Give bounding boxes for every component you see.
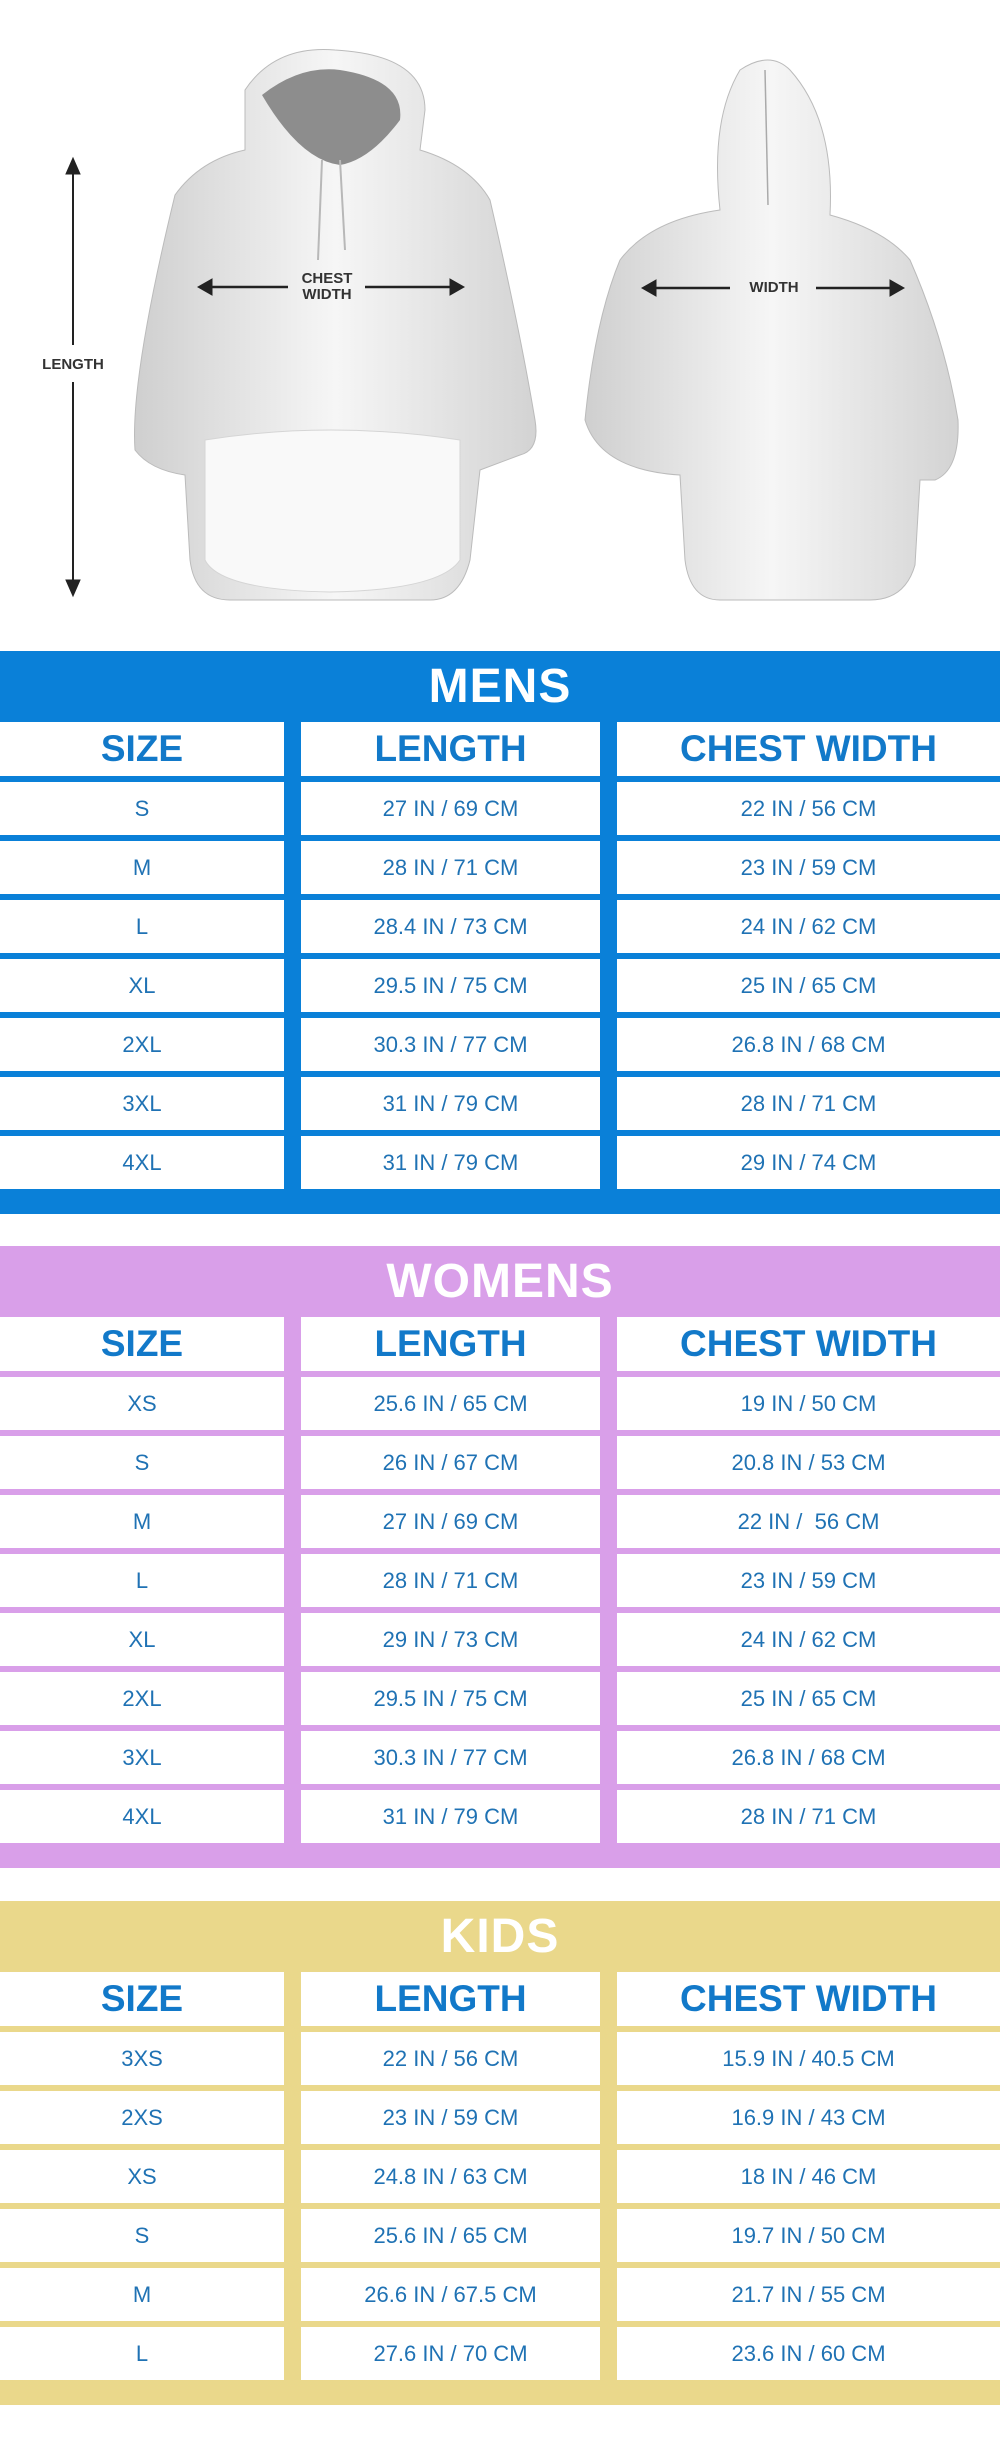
size-cell: S xyxy=(0,2209,284,2262)
chest-width-cell: 19 IN / 50 CM xyxy=(617,1377,1000,1430)
chest-width-cell: 29 IN / 74 CM xyxy=(617,1136,1000,1189)
hoodie-illustration xyxy=(65,49,959,601)
size-cell: 3XS xyxy=(0,2032,284,2085)
length-arrow xyxy=(65,156,81,598)
size-cell: S xyxy=(0,1436,284,1489)
width-label: WIDTH xyxy=(749,279,799,296)
column-header-length: LENGTH xyxy=(301,1317,600,1371)
length-cell: 26.6 IN / 67.5 CM xyxy=(301,2268,600,2321)
size-cell: 3XL xyxy=(0,1077,284,1130)
size-table-grid: SIZE LENGTH CHEST WIDTH 3XS 22 IN / 56 CM 15.… xyxy=(0,1972,1000,2405)
size-cell: 2XS xyxy=(0,2091,284,2144)
size-cell: 3XL xyxy=(0,1731,284,1784)
chest-width-cell: 22 IN / 56 CM xyxy=(617,1495,1000,1548)
size-table-grid: SIZE LENGTH CHEST WIDTH S 27 IN / 69 CM 22 IN… xyxy=(0,722,1000,1214)
length-cell: 27 IN / 69 CM xyxy=(301,1495,600,1548)
section-title: WOMENS xyxy=(386,1255,614,1308)
chest-width-cell: 24 IN / 62 CM xyxy=(617,900,1000,953)
chest-width-cell: 18 IN / 46 CM xyxy=(617,2150,1000,2203)
size-cell: M xyxy=(0,1495,284,1548)
length-cell: 29.5 IN / 75 CM xyxy=(301,959,600,1012)
kids-size-table: KIDS SIZE LENGTH CHEST WIDTH 3XS 22 IN / 56 C… xyxy=(0,1901,1000,2405)
chest-width-label: CHEST WIDTH xyxy=(285,271,369,303)
length-cell: 26 IN / 67 CM xyxy=(301,1436,600,1489)
length-cell: 31 IN / 79 CM xyxy=(301,1136,600,1189)
column-header-length: LENGTH xyxy=(301,722,600,776)
length-cell: 31 IN / 79 CM xyxy=(301,1790,600,1843)
size-cell: XL xyxy=(0,1613,284,1666)
size-cell: M xyxy=(0,2268,284,2321)
column-header-size: SIZE xyxy=(0,1972,284,2026)
chest-width-cell: 26.8 IN / 68 CM xyxy=(617,1018,1000,1071)
column-header-size: SIZE xyxy=(0,1317,284,1371)
width-arrow xyxy=(640,279,906,297)
length-cell: 27.6 IN / 70 CM xyxy=(301,2327,600,2380)
section-title: KIDS xyxy=(440,1910,560,1963)
chest-width-cell: 28 IN / 71 CM xyxy=(617,1077,1000,1130)
chest-width-cell: 26.8 IN / 68 CM xyxy=(617,1731,1000,1784)
size-cell: L xyxy=(0,1554,284,1607)
length-cell: 30.3 IN / 77 CM xyxy=(301,1018,600,1071)
chest-width-cell: 19.7 IN / 50 CM xyxy=(617,2209,1000,2262)
size-cell: 4XL xyxy=(0,1136,284,1189)
length-cell: 22 IN / 56 CM xyxy=(301,2032,600,2085)
chest-width-label-line2: WIDTH xyxy=(302,286,352,303)
column-header-chest-width: CHEST WIDTH xyxy=(617,722,1000,776)
chest-width-cell: 23 IN / 59 CM xyxy=(617,841,1000,894)
column-header-chest-width: CHEST WIDTH xyxy=(617,1972,1000,2026)
chest-width-cell: 23.6 IN / 60 CM xyxy=(617,2327,1000,2380)
hoodie-measurement-diagram: LENGTH CHEST WIDTH WIDTH xyxy=(0,0,1000,640)
size-cell: M xyxy=(0,841,284,894)
chest-width-cell: 28 IN / 71 CM xyxy=(617,1790,1000,1843)
size-cell: 2XL xyxy=(0,1018,284,1071)
length-cell: 31 IN / 79 CM xyxy=(301,1077,600,1130)
chest-width-cell: 24 IN / 62 CM xyxy=(617,1613,1000,1666)
length-cell: 23 IN / 59 CM xyxy=(301,2091,600,2144)
length-cell: 28 IN / 71 CM xyxy=(301,1554,600,1607)
size-cell: XS xyxy=(0,1377,284,1430)
back-hoodie-image xyxy=(584,59,959,601)
womens-size-table: WOMENS SIZE LENGTH CHEST WIDTH XS 25.6 IN / 6… xyxy=(0,1246,1000,1868)
size-cell: XS xyxy=(0,2150,284,2203)
section-title: MENS xyxy=(428,660,572,713)
chest-width-cell: 16.9 IN / 43 CM xyxy=(617,2091,1000,2144)
front-hoodie-image xyxy=(134,49,537,601)
length-cell: 24.8 IN / 63 CM xyxy=(301,2150,600,2203)
size-cell: S xyxy=(0,782,284,835)
size-table-grid: SIZE LENGTH CHEST WIDTH XS 25.6 IN / 65 CM 19… xyxy=(0,1317,1000,1868)
size-cell: XL xyxy=(0,959,284,1012)
size-cell: 4XL xyxy=(0,1790,284,1843)
length-cell: 28.4 IN / 73 CM xyxy=(301,900,600,953)
length-cell: 25.6 IN / 65 CM xyxy=(301,2209,600,2262)
length-cell: 29.5 IN / 75 CM xyxy=(301,1672,600,1725)
column-header-length: LENGTH xyxy=(301,1972,600,2026)
size-cell: L xyxy=(0,900,284,953)
length-cell: 25.6 IN / 65 CM xyxy=(301,1377,600,1430)
chest-width-label-line1: CHEST xyxy=(301,270,353,287)
chest-width-cell: 15.9 IN / 40.5 CM xyxy=(617,2032,1000,2085)
length-cell: 29 IN / 73 CM xyxy=(301,1613,600,1666)
length-cell: 30.3 IN / 77 CM xyxy=(301,1731,600,1784)
size-cell: 2XL xyxy=(0,1672,284,1725)
size-cell: L xyxy=(0,2327,284,2380)
mens-size-table: MENS SIZE LENGTH CHEST WIDTH S 27 IN / 69 CM 2… xyxy=(0,651,1000,1214)
column-header-chest-width: CHEST WIDTH xyxy=(617,1317,1000,1371)
chest-width-cell: 25 IN / 65 CM xyxy=(617,959,1000,1012)
chest-width-cell: 25 IN / 65 CM xyxy=(617,1672,1000,1725)
chest-width-arrow xyxy=(196,278,466,296)
chest-width-cell: 22 IN / 56 CM xyxy=(617,782,1000,835)
length-cell: 28 IN / 71 CM xyxy=(301,841,600,894)
chest-width-cell: 20.8 IN / 53 CM xyxy=(617,1436,1000,1489)
length-cell: 27 IN / 69 CM xyxy=(301,782,600,835)
column-header-size: SIZE xyxy=(0,722,284,776)
length-label: LENGTH xyxy=(42,356,104,373)
chest-width-cell: 23 IN / 59 CM xyxy=(617,1554,1000,1607)
chest-width-cell: 21.7 IN / 55 CM xyxy=(617,2268,1000,2321)
